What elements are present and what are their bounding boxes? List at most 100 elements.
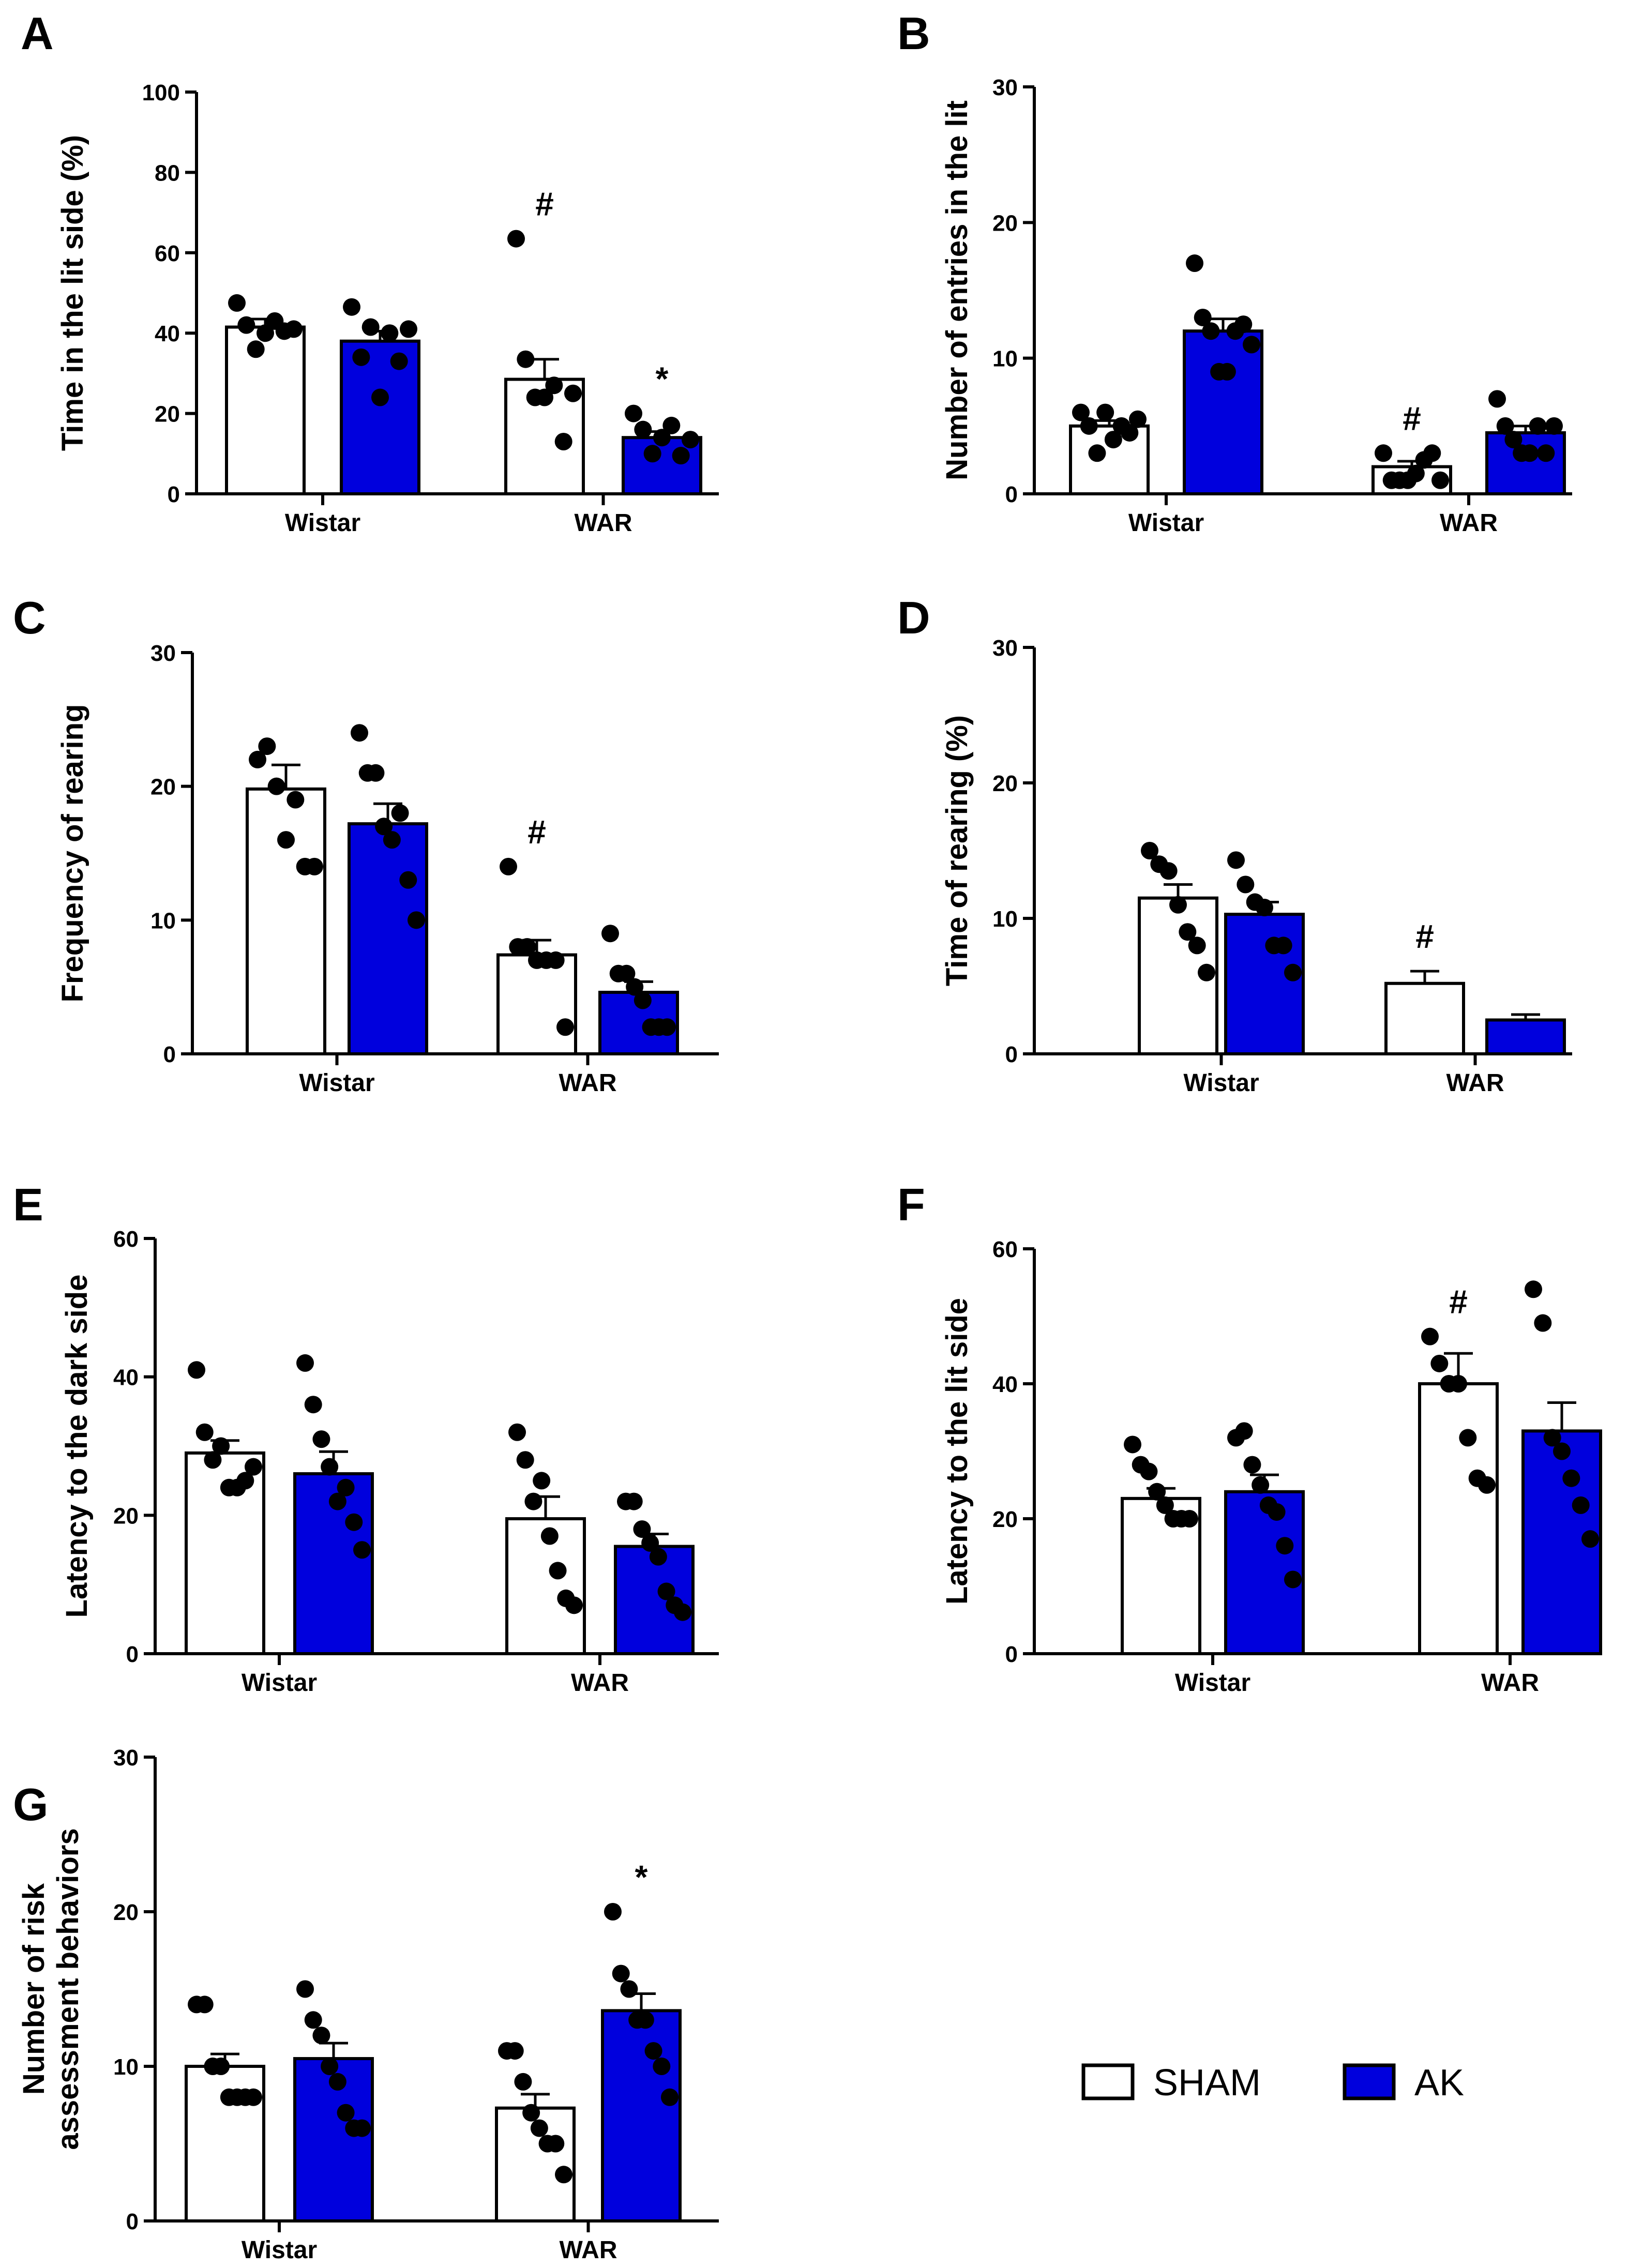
bar-ak-war	[622, 436, 702, 495]
data-point	[617, 964, 636, 982]
y-axis-label-line: Number of risk	[17, 1883, 51, 2095]
data-point	[1421, 1327, 1439, 1345]
data-point	[662, 416, 681, 434]
data-point	[1104, 431, 1122, 449]
y-tick-label: 0	[168, 482, 180, 507]
bar-sham-war	[496, 953, 577, 1055]
x-tick-label: Wistar	[242, 2236, 317, 2264]
data-point	[1423, 444, 1441, 462]
data-point	[245, 1458, 262, 1476]
data-point	[353, 2119, 371, 2137]
panel-letter: C	[13, 592, 46, 643]
data-point	[212, 1437, 230, 1455]
data-point	[564, 384, 582, 402]
y-tick-label: 20	[113, 1900, 139, 1925]
data-point	[545, 376, 563, 395]
panel-letter: A	[21, 8, 54, 59]
data-point	[549, 1562, 567, 1580]
data-point	[1478, 1476, 1496, 1494]
data-point	[1284, 1570, 1302, 1589]
data-point	[1407, 464, 1425, 482]
data-point	[1235, 1422, 1253, 1440]
hash-annotation: #	[527, 813, 546, 851]
data-point	[641, 1534, 659, 1552]
data-point	[1194, 308, 1212, 326]
y-tick-label: 20	[992, 210, 1018, 236]
data-point	[1430, 1354, 1449, 1372]
data-point	[500, 857, 517, 875]
data-point	[195, 1423, 214, 1441]
data-point	[633, 1520, 651, 1538]
data-point	[247, 340, 265, 358]
data-point	[674, 1603, 691, 1621]
data-point	[204, 1451, 222, 1469]
data-point	[1553, 1442, 1571, 1460]
data-point	[304, 2011, 322, 2029]
data-point	[257, 324, 274, 342]
data-point	[1188, 936, 1206, 955]
y-tick-label: 10	[992, 346, 1018, 372]
data-point	[296, 1354, 314, 1372]
data-point	[343, 298, 360, 316]
y-tick-label: 20	[155, 402, 180, 427]
x-tick-label: Wistar	[242, 1669, 317, 1697]
data-point	[601, 925, 619, 943]
y-axis-label: Latency to the lit side	[940, 1298, 974, 1605]
data-point	[625, 404, 642, 422]
data-point	[306, 857, 323, 875]
data-point	[547, 951, 565, 969]
data-point	[1543, 1429, 1561, 1447]
data-point	[390, 352, 408, 370]
data-point	[1243, 1456, 1261, 1474]
data-point	[1121, 424, 1139, 442]
y-axis-label: Frequency of rearing	[56, 704, 89, 1003]
y-tick-label: 10	[113, 2054, 139, 2080]
y-tick-label: 0	[126, 1642, 139, 1667]
data-point	[236, 1472, 254, 1490]
data-point	[1274, 936, 1292, 955]
x-tick-label: Wistar	[1183, 1069, 1259, 1097]
data-point	[1243, 336, 1260, 354]
data-point	[1520, 444, 1539, 462]
data-point	[661, 2088, 679, 2106]
data-point	[1096, 403, 1114, 421]
hash-annotation: #	[1415, 918, 1434, 955]
data-point	[285, 320, 303, 338]
panel-letter: G	[13, 1779, 48, 1830]
data-point	[1488, 390, 1506, 408]
y-tick-label: 60	[155, 241, 180, 266]
bar-ak-war	[1485, 1018, 1566, 1055]
data-point	[321, 2058, 339, 2075]
data-point	[536, 388, 553, 406]
data-point	[1080, 417, 1098, 435]
data-point	[1581, 1530, 1599, 1548]
y-tick-label: 60	[113, 1227, 139, 1252]
x-tick-label: Wistar	[1128, 509, 1204, 537]
data-point	[643, 445, 661, 463]
data-point	[391, 804, 409, 822]
star-annotation: *	[656, 360, 669, 398]
y-axis-label: Time of rearing (%)	[940, 715, 974, 986]
y-tick-label: 20	[992, 771, 1018, 796]
data-point	[516, 1451, 534, 1469]
data-point	[1572, 1496, 1590, 1514]
x-tick-label: WAR	[1446, 1069, 1504, 1097]
data-point	[228, 294, 246, 312]
bar-sham-wistar	[246, 787, 326, 1055]
y-tick-label: 60	[992, 1237, 1018, 1262]
bar-ak-war	[1485, 431, 1566, 496]
y-tick-label: 80	[155, 160, 180, 186]
data-point	[634, 991, 652, 1009]
data-point	[1140, 1462, 1158, 1480]
data-point	[361, 318, 380, 336]
data-point	[565, 1596, 583, 1614]
y-tick-label: 20	[150, 775, 176, 800]
data-point	[1129, 410, 1147, 428]
star-annotation: *	[635, 1858, 648, 1896]
y-axis-label: Time in the lit side (%)	[56, 135, 89, 451]
data-point	[506, 2042, 524, 2060]
data-point	[682, 431, 699, 449]
bar-ak-wistar	[1224, 913, 1305, 1055]
data-point	[1237, 875, 1255, 894]
